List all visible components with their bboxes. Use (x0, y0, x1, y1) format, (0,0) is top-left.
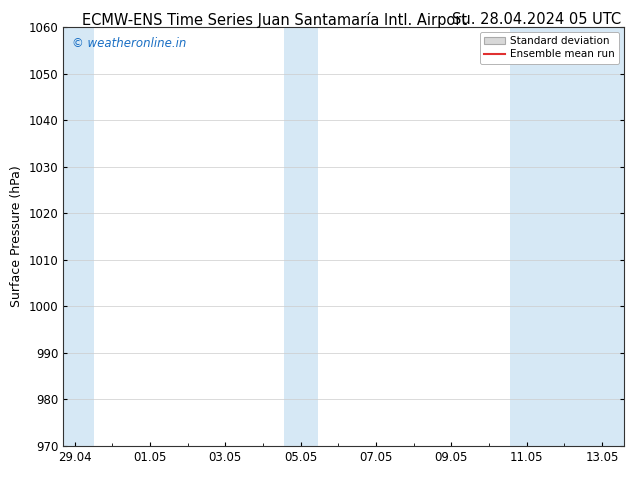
Text: © weatheronline.in: © weatheronline.in (72, 37, 186, 50)
Legend: Standard deviation, Ensemble mean run: Standard deviation, Ensemble mean run (480, 32, 619, 64)
Y-axis label: Surface Pressure (hPa): Surface Pressure (hPa) (10, 166, 23, 307)
Bar (301, 27, 318, 446)
Text: Su. 28.04.2024 05 UTC: Su. 28.04.2024 05 UTC (452, 12, 621, 27)
Bar (527, 27, 624, 446)
Bar (510, 27, 527, 446)
Bar (63, 27, 94, 446)
Text: ECMW-ENS Time Series Juan Santamaría Intl. Airport: ECMW-ENS Time Series Juan Santamaría Int… (82, 12, 467, 28)
Bar (283, 27, 301, 446)
